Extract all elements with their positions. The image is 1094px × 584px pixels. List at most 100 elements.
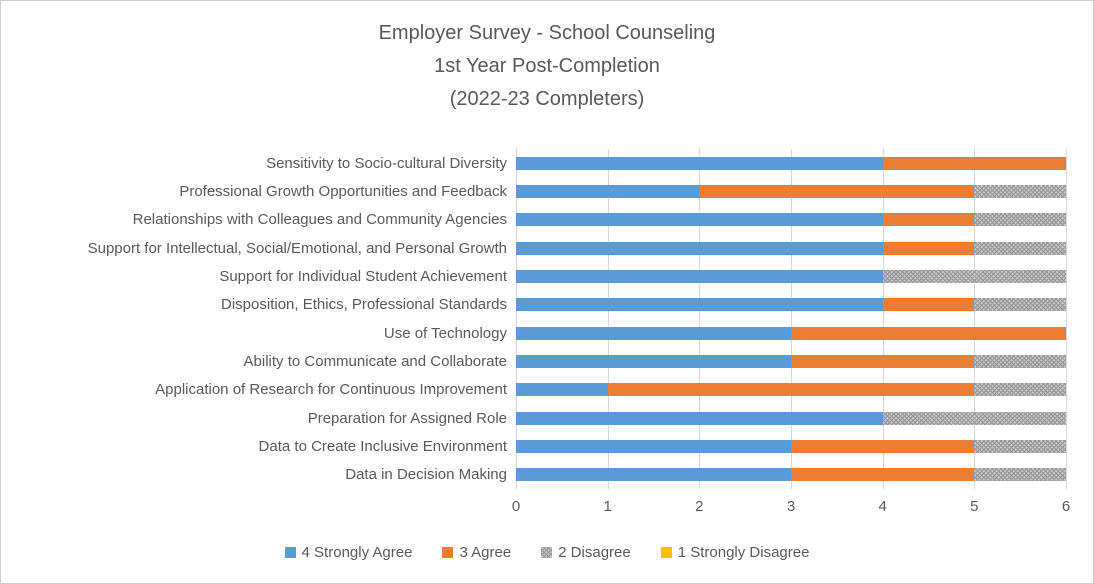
legend-label: 2 Disagree bbox=[558, 544, 631, 561]
legend-label: 4 Strongly Agree bbox=[301, 544, 413, 561]
bar-segment-3-agree bbox=[607, 383, 975, 397]
x-axis-tick-labels: 0 1 2 3 4 5 6 bbox=[512, 498, 1070, 516]
x-tick-label: 0 bbox=[511, 498, 521, 515]
bar-row bbox=[516, 206, 1066, 234]
bar-row bbox=[516, 347, 1066, 375]
bar-segment-4-strongly-agree bbox=[516, 326, 791, 340]
bar-track bbox=[516, 241, 1066, 255]
bar-row bbox=[516, 404, 1066, 432]
bar-segment-3-agree bbox=[791, 354, 975, 368]
bar-track bbox=[516, 439, 1066, 453]
category-label: Sensitivity to Socio-cultural Diversity bbox=[266, 154, 507, 172]
bar-segment-4-strongly-agree bbox=[516, 241, 883, 255]
bar-segment-3-agree bbox=[882, 241, 975, 255]
bar-segment-3-agree bbox=[791, 439, 975, 453]
bar-row bbox=[516, 432, 1066, 460]
bar-segment-3-agree bbox=[791, 326, 1066, 340]
legend-swatch-icon bbox=[660, 547, 672, 558]
bar-segment-2-disagree bbox=[882, 411, 1066, 425]
category-label: Preparation for Assigned Role bbox=[307, 409, 507, 427]
legend-label: 1 Strongly Disagree bbox=[677, 544, 810, 561]
bar-segment-2-disagree bbox=[882, 269, 1066, 283]
gridline bbox=[974, 149, 976, 489]
bar-track bbox=[516, 326, 1066, 340]
y-axis-category-labels: Sensitivity to Socio-cultural Diversity P… bbox=[1, 149, 507, 489]
category-label: Support for Intellectual, Social/Emotion… bbox=[87, 239, 507, 257]
x-tick-label: 1 bbox=[603, 498, 612, 515]
gridline bbox=[699, 149, 701, 489]
x-tick-label: 3 bbox=[786, 498, 796, 515]
bar-track bbox=[516, 383, 1066, 397]
bar-track bbox=[516, 354, 1066, 368]
bar-segment-3-agree bbox=[699, 184, 975, 198]
plot-area bbox=[516, 149, 1067, 489]
bar-row bbox=[516, 234, 1066, 262]
legend-item-1-strongly-disagree: 1 Strongly Disagree bbox=[660, 544, 810, 561]
bar-segment-2-disagree bbox=[974, 298, 1066, 312]
legend-swatch-icon bbox=[541, 547, 553, 558]
bar-segment-3-agree bbox=[882, 298, 975, 312]
bar-segment-4-strongly-agree bbox=[516, 269, 883, 283]
gridline bbox=[1066, 149, 1067, 489]
x-tick-label: 4 bbox=[878, 498, 887, 515]
x-tick-label: 6 bbox=[1061, 498, 1071, 515]
bar-segment-4-strongly-agree bbox=[516, 383, 608, 397]
bar-segment-3-agree bbox=[791, 468, 975, 482]
bar-segment-2-disagree bbox=[974, 184, 1066, 198]
legend: 4 Strongly Agree 3 Agree 2 Disagree 1 Stron… bbox=[1, 544, 1093, 561]
bar-row bbox=[516, 149, 1066, 177]
bar-row bbox=[516, 376, 1066, 404]
category-label: Professional Growth Opportunities and Fe… bbox=[179, 182, 507, 200]
legend-item-2-disagree: 2 Disagree bbox=[541, 544, 631, 561]
bar-track bbox=[516, 156, 1066, 170]
category-label: Disposition, Ethics, Professional Standa… bbox=[221, 296, 507, 314]
bar-segment-2-disagree bbox=[974, 383, 1066, 397]
chart-title-line-2: 1st Year Post-Completion bbox=[434, 55, 660, 77]
bar-segment-4-strongly-agree bbox=[516, 411, 883, 425]
bar-segment-4-strongly-agree bbox=[516, 213, 883, 227]
chart-title-line-1: Employer Survey - School Counseling bbox=[378, 22, 716, 44]
chart-title: Employer Survey - School Counseling 1st … bbox=[1, 17, 1093, 116]
bar-track bbox=[516, 298, 1066, 312]
gridline bbox=[516, 149, 517, 489]
x-tick-label: 5 bbox=[970, 498, 979, 515]
legend-swatch-icon bbox=[284, 547, 296, 558]
category-label: Support for Individual Student Achieveme… bbox=[219, 267, 507, 285]
bar-row bbox=[516, 177, 1066, 205]
bar-segment-2-disagree bbox=[974, 213, 1066, 227]
bar-segment-4-strongly-agree bbox=[516, 468, 791, 482]
bar-segment-4-strongly-agree bbox=[516, 184, 700, 198]
legend-item-3-agree: 3 Agree bbox=[442, 544, 511, 561]
bar-segment-4-strongly-agree bbox=[516, 354, 791, 368]
bar-track bbox=[516, 411, 1066, 425]
bar-track bbox=[516, 213, 1066, 227]
bar-rows bbox=[516, 149, 1066, 489]
bar-segment-2-disagree bbox=[974, 241, 1066, 255]
legend-label: 3 Agree bbox=[459, 544, 512, 561]
gridline bbox=[607, 149, 609, 489]
bar-row bbox=[516, 461, 1066, 489]
bar-track bbox=[516, 184, 1066, 198]
category-label: Data to Create Inclusive Environment bbox=[258, 437, 507, 455]
category-label: Data in Decision Making bbox=[345, 466, 507, 484]
bar-row bbox=[516, 291, 1066, 319]
category-label: Use of Technology bbox=[383, 324, 507, 342]
bar-segment-2-disagree bbox=[974, 439, 1066, 453]
bar-track bbox=[516, 269, 1066, 283]
bar-row bbox=[516, 262, 1066, 290]
legend-swatch-icon bbox=[442, 547, 454, 558]
category-label: Application of Research for Continuous I… bbox=[155, 381, 507, 399]
category-label: Ability to Communicate and Collaborate bbox=[243, 352, 507, 370]
bar-track bbox=[516, 468, 1066, 482]
bar-segment-2-disagree bbox=[974, 354, 1066, 368]
chart-title-line-3: (2022-23 Completers) bbox=[449, 88, 645, 110]
bar-row bbox=[516, 319, 1066, 347]
bar-segment-3-agree bbox=[882, 156, 1066, 170]
legend-item-4-strongly-agree: 4 Strongly Agree bbox=[284, 544, 413, 561]
gridline bbox=[882, 149, 884, 489]
bar-segment-4-strongly-agree bbox=[516, 439, 791, 453]
bar-segment-2-disagree bbox=[974, 468, 1066, 482]
gridline bbox=[791, 149, 792, 489]
category-label: Relationships with Colleagues and Commun… bbox=[132, 211, 507, 229]
bar-segment-4-strongly-agree bbox=[516, 298, 883, 312]
